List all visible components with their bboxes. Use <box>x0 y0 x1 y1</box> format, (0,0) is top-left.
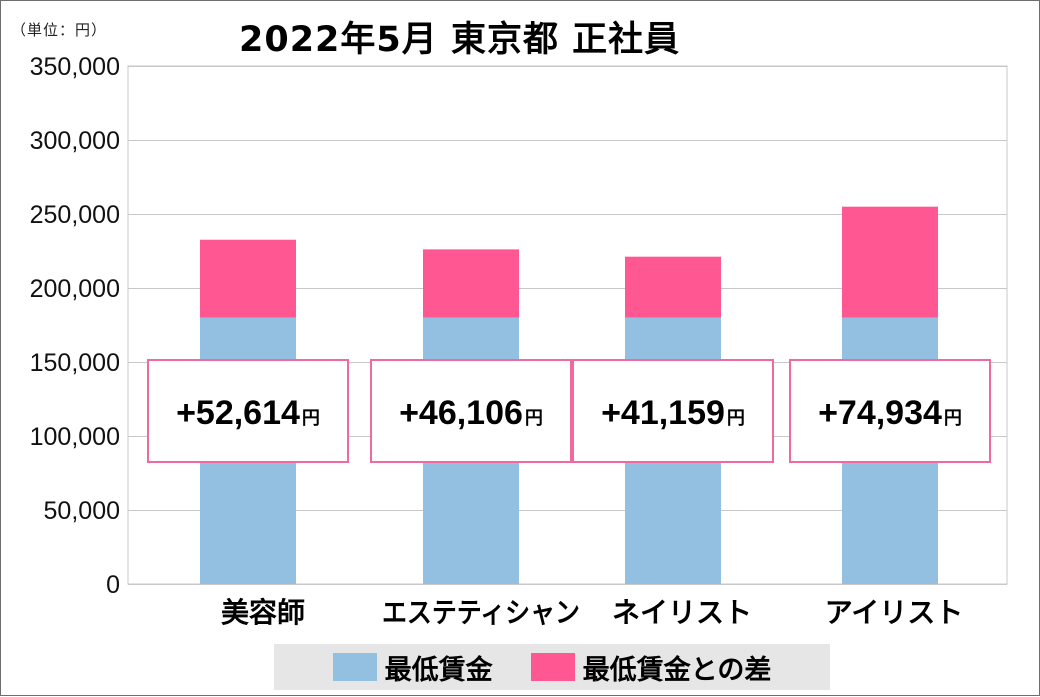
diff-annotation-label: +52,614 円 <box>176 394 320 432</box>
legend-label-base: 最低賃金 <box>384 654 493 686</box>
y-axis-ticks: 0 50,000 100,000 150,000 200,000 250,000 300,0… <box>30 53 120 599</box>
bar-diff <box>842 206 938 318</box>
chart-title: 2022年5月 東京都 正社員 <box>239 20 681 60</box>
x-category-label: ネイリスト <box>612 596 752 629</box>
annotations-layer: +52,614 円 +46,106 円 +41,159 円 +74,934 円 <box>147 359 991 463</box>
legend-swatch-base <box>332 653 377 681</box>
diff-annotation-box <box>147 359 349 463</box>
diff-annotation-box <box>789 359 991 463</box>
y-tick-label: 150,000 <box>30 349 120 377</box>
diff-annotation-box <box>572 359 774 463</box>
x-category-label: アイリスト <box>825 596 964 629</box>
y-tick-label: 200,000 <box>30 275 120 303</box>
legend: 最低賃金 最低賃金との差 <box>274 644 830 690</box>
x-axis-categories: 美容師 エステティシャン ネイリスト アイリスト <box>221 596 963 629</box>
legend-item-base: 最低賃金 <box>332 648 493 687</box>
y-tick-label: 100,000 <box>30 423 120 451</box>
y-tick-label: 50,000 <box>44 497 120 525</box>
bar-diff <box>200 239 296 318</box>
diff-annotation-label: +41,159 円 <box>601 394 745 432</box>
diff-annotation-label: +74,934 円 <box>818 394 962 432</box>
y-tick-label: 300,000 <box>30 127 120 155</box>
legend-item-diff: 最低賃金との差 <box>530 648 772 687</box>
y-tick-label: 0 <box>106 571 120 599</box>
bar-diff <box>625 256 721 318</box>
legend-label-diff: 最低賃金との差 <box>582 654 772 686</box>
diff-annotation-label: +46,106 円 <box>399 394 543 432</box>
unit-label: （単位：円） <box>11 21 108 39</box>
bar-diff <box>423 249 519 318</box>
x-category-label: エステティシャン <box>382 596 580 629</box>
legend-swatch-diff <box>530 653 575 681</box>
x-category-label: 美容師 <box>221 596 305 629</box>
y-tick-label: 250,000 <box>30 201 120 229</box>
diff-annotation-box <box>370 359 572 463</box>
y-tick-label: 350,000 <box>30 53 120 81</box>
